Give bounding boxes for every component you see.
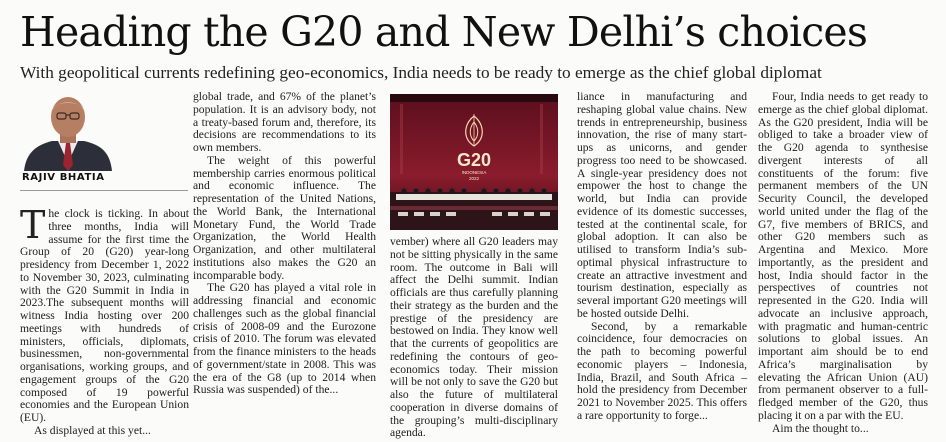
g20-logo-icon xyxy=(465,114,483,147)
paragraph: vember) where all G20 leaders may not be… xyxy=(390,235,558,440)
byline: RAJIV BHATIA xyxy=(22,172,105,183)
g20-summit-photo: G20 INDONESIA 2022 xyxy=(390,94,558,230)
byline-rule xyxy=(20,190,188,191)
g20-logo-text: G20 xyxy=(457,150,491,170)
column-4: liance in manufacturing and reshaping gl… xyxy=(577,90,747,423)
paragraph: liance in manufacturing and reshaping gl… xyxy=(577,90,747,320)
deck: With geopolitical currents redefining ge… xyxy=(20,63,822,82)
g20-logo-year: 2022 xyxy=(469,176,480,181)
paragraph: Aim the thought to... xyxy=(772,421,869,435)
drop-cap: T xyxy=(20,203,46,247)
headline: Heading the G20 and New Delhi’s choices xyxy=(20,8,868,56)
paragraph: Four, India needs to get ready to emerge… xyxy=(758,90,928,422)
author-photo xyxy=(18,93,186,171)
column-2: global trade, and 67% of the planet’s po… xyxy=(193,90,376,397)
column-5: Four, India needs to get ready to emerge… xyxy=(758,90,928,435)
g20-logo-subtext: INDONESIA xyxy=(462,170,487,175)
column-1: T he clock is ticking. In about three mo… xyxy=(20,203,189,438)
paragraph: The weight of this powerful membership c… xyxy=(193,153,376,282)
paragraph: The G20 has played a vital role in addre… xyxy=(193,281,376,397)
paragraph: Second, by a remarkable coincidence, fou… xyxy=(577,319,747,422)
column-3: vember) where all G20 leaders may not be… xyxy=(390,235,558,440)
paragraph: global trade, and 67% of the planet’s po… xyxy=(193,90,376,154)
paragraph: he clock is ticking. In about three mont… xyxy=(20,207,189,424)
paragraph: As displayed at this yet... xyxy=(34,423,151,437)
